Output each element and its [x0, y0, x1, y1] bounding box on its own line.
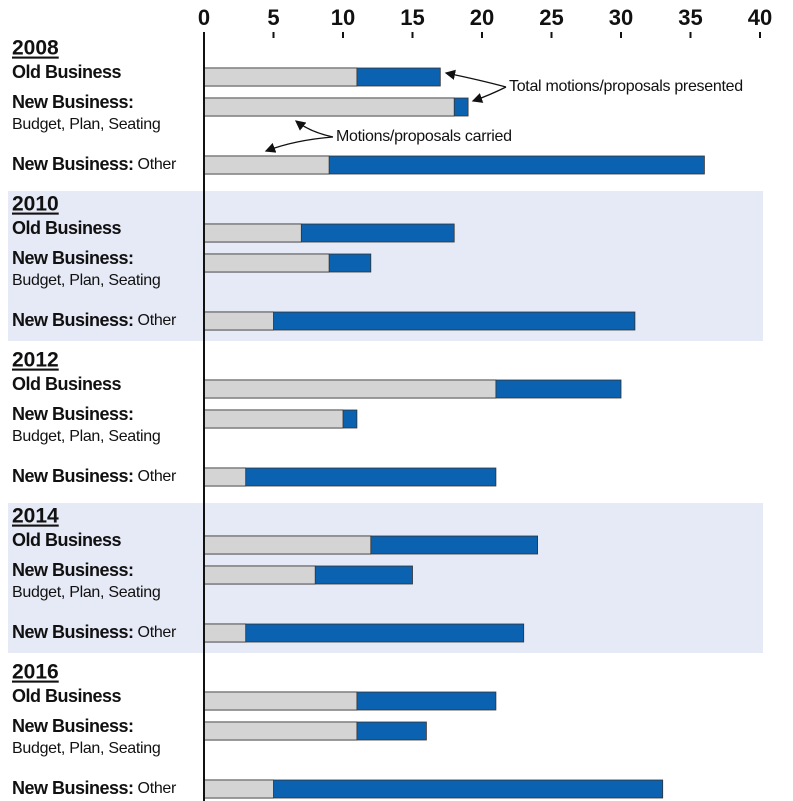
category-label: Old Business — [12, 530, 122, 550]
group-label: 2010 — [12, 193, 59, 216]
category-label: Old Business — [12, 686, 122, 706]
category-detail: Other — [138, 468, 177, 485]
category-label: New Business: — [12, 560, 134, 580]
category-detail: Other — [138, 624, 177, 641]
category-detail: Other — [138, 312, 177, 329]
category-detail: Budget, Plan, Seating — [12, 116, 160, 133]
bar — [203, 67, 358, 87]
category-detail: Other — [138, 156, 177, 173]
x-tick-label: 20 — [470, 5, 494, 30]
category-label: Old Business — [12, 218, 122, 238]
x-tick-label: 35 — [678, 5, 702, 30]
category-label: New Business: Other — [12, 778, 177, 798]
bar — [203, 691, 358, 711]
category-label: Old Business — [12, 62, 122, 82]
annotation: Motions/proposals carried — [336, 128, 512, 145]
x-tick-label: 25 — [539, 5, 563, 30]
x-tick-label: 0 — [198, 5, 210, 30]
bar — [203, 223, 302, 243]
bar — [203, 535, 372, 555]
bar — [203, 467, 497, 487]
category-label: New Business: — [12, 154, 134, 174]
category-label: Old Business — [12, 686, 122, 706]
bar — [203, 623, 247, 643]
bar — [203, 623, 525, 643]
group-label: 2014 — [12, 505, 59, 528]
annotation: Total motions/proposals presented — [509, 78, 743, 95]
bar — [203, 565, 316, 585]
arrow — [471, 86, 507, 103]
arrow — [294, 120, 334, 138]
category-label: Old Business — [12, 374, 122, 394]
category-label: Old Business — [12, 530, 122, 550]
category-label: New Business: — [12, 404, 134, 424]
category-label: Old Business — [12, 218, 122, 238]
bar — [203, 253, 330, 273]
category-label: New Business: — [12, 92, 134, 112]
category-label: Old Business — [12, 374, 122, 394]
bar — [203, 311, 274, 331]
arrow — [444, 69, 507, 88]
category-label: New Business: Other — [12, 310, 177, 330]
category-detail: Budget, Plan, Seating — [12, 272, 160, 289]
category-detail: Budget, Plan, Seating — [12, 584, 160, 601]
arrow — [264, 136, 334, 153]
group-label: 2016 — [12, 661, 59, 684]
x-tick-label: 40 — [748, 5, 772, 30]
bar — [203, 721, 358, 741]
category-label: New Business: — [12, 716, 134, 736]
x-tick-label: 5 — [267, 5, 279, 30]
callouts — [264, 69, 507, 153]
category-detail: Other — [138, 780, 177, 797]
bar — [203, 379, 497, 399]
category-detail: Budget, Plan, Seating — [12, 740, 160, 757]
category-label: Old Business — [12, 62, 122, 82]
group-label: 2012 — [12, 349, 59, 372]
category-label: New Business: — [12, 310, 134, 330]
category-label: New Business: Other — [12, 622, 177, 642]
category-label: New Business: Other — [12, 466, 177, 486]
category-label: New Business: — [12, 466, 134, 486]
x-tick-label: 30 — [609, 5, 633, 30]
bar — [203, 467, 247, 487]
category-label: New Business: — [12, 248, 134, 268]
bar — [203, 97, 455, 117]
group-label: 2008 — [12, 37, 59, 60]
category-label: New Business: — [12, 622, 134, 642]
category-detail: Budget, Plan, Seating — [12, 428, 160, 445]
category-label: New Business: — [12, 778, 134, 798]
bar — [203, 409, 344, 429]
x-tick-label: 10 — [331, 5, 355, 30]
bar — [203, 779, 274, 799]
bar — [203, 155, 330, 175]
category-label: New Business: Other — [12, 154, 177, 174]
x-tick-label: 15 — [400, 5, 424, 30]
